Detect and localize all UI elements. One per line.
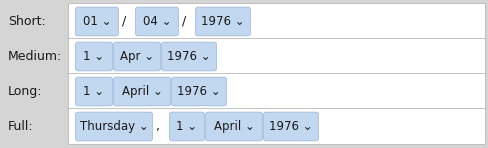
FancyBboxPatch shape xyxy=(68,38,485,74)
FancyBboxPatch shape xyxy=(171,77,226,106)
Text: 04 ⌄: 04 ⌄ xyxy=(142,15,171,28)
Text: 1976 ⌄: 1976 ⌄ xyxy=(201,15,244,28)
FancyBboxPatch shape xyxy=(68,108,485,144)
Text: April ⌄: April ⌄ xyxy=(122,85,162,98)
FancyBboxPatch shape xyxy=(75,77,112,106)
FancyBboxPatch shape xyxy=(68,74,485,110)
Text: /: / xyxy=(122,15,126,28)
Text: Thursday ⌄: Thursday ⌄ xyxy=(80,120,148,133)
FancyBboxPatch shape xyxy=(135,7,178,36)
FancyBboxPatch shape xyxy=(68,4,485,40)
FancyBboxPatch shape xyxy=(75,7,118,36)
Text: ,: , xyxy=(156,120,160,133)
Text: Medium:: Medium: xyxy=(8,50,62,63)
Text: 1976 ⌄: 1976 ⌄ xyxy=(268,120,312,133)
FancyBboxPatch shape xyxy=(205,112,262,141)
Text: 1 ⌄: 1 ⌄ xyxy=(83,50,104,63)
Text: Short:: Short: xyxy=(8,15,46,28)
Text: 1 ⌄: 1 ⌄ xyxy=(83,85,104,98)
FancyBboxPatch shape xyxy=(263,112,318,141)
FancyBboxPatch shape xyxy=(113,77,170,106)
Text: April ⌄: April ⌄ xyxy=(213,120,254,133)
Text: Long:: Long: xyxy=(8,85,42,98)
FancyBboxPatch shape xyxy=(169,112,204,141)
FancyBboxPatch shape xyxy=(161,42,216,71)
FancyBboxPatch shape xyxy=(113,42,160,71)
FancyBboxPatch shape xyxy=(195,7,250,36)
Text: Full:: Full: xyxy=(8,120,34,133)
Text: 01 ⌄: 01 ⌄ xyxy=(82,15,111,28)
FancyBboxPatch shape xyxy=(75,42,112,71)
Text: 1976 ⌄: 1976 ⌄ xyxy=(177,85,221,98)
Text: 1 ⌄: 1 ⌄ xyxy=(176,120,197,133)
Text: 1976 ⌄: 1976 ⌄ xyxy=(167,50,210,63)
Text: /: / xyxy=(182,15,186,28)
FancyBboxPatch shape xyxy=(75,112,152,141)
Text: Apr ⌄: Apr ⌄ xyxy=(120,50,154,63)
